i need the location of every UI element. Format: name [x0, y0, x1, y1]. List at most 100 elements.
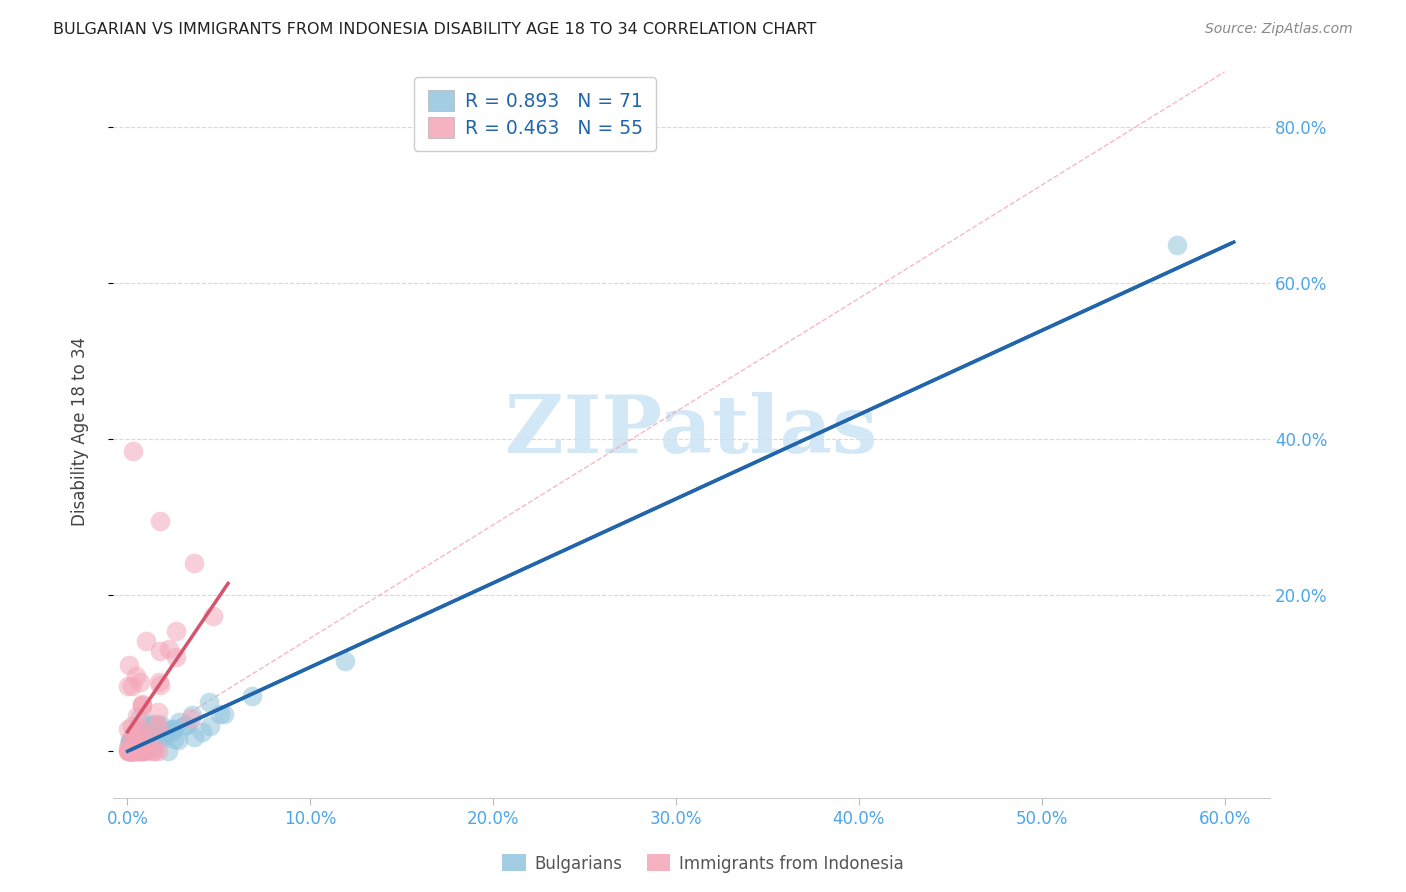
Point [142, 741, 165, 756]
Point [134, 731, 156, 745]
Point [128, 720, 150, 734]
Point [135, 744, 157, 758]
Point [117, 722, 139, 736]
Point [127, 743, 149, 757]
Point [162, 732, 184, 747]
Point [167, 714, 190, 729]
Point [121, 744, 143, 758]
Point [190, 725, 212, 739]
Point [159, 725, 181, 739]
Text: ZIPatlas: ZIPatlas [506, 392, 877, 470]
Point [121, 744, 143, 758]
Point [127, 744, 149, 758]
Point [128, 731, 150, 746]
Point [121, 744, 143, 758]
Point [240, 689, 263, 703]
Point [125, 669, 148, 683]
Point [149, 514, 172, 528]
Point [131, 723, 153, 737]
Point [131, 697, 153, 711]
Point [142, 716, 165, 731]
Point [162, 722, 184, 736]
Point [157, 726, 180, 740]
Point [131, 698, 153, 713]
Point [125, 735, 148, 749]
Point [129, 711, 152, 725]
Point [118, 733, 141, 747]
Point [142, 735, 165, 749]
Point [143, 744, 166, 758]
Text: Source: ZipAtlas.com: Source: ZipAtlas.com [1205, 22, 1353, 37]
Point [129, 729, 152, 743]
Text: BULGARIAN VS IMMIGRANTS FROM INDONESIA DISABILITY AGE 18 TO 34 CORRELATION CHART: BULGARIAN VS IMMIGRANTS FROM INDONESIA D… [53, 22, 817, 37]
Point [117, 744, 139, 758]
Point [127, 733, 149, 747]
Point [333, 654, 356, 668]
Point [117, 744, 139, 758]
Point [132, 741, 155, 756]
Point [136, 733, 159, 747]
Point [121, 719, 143, 733]
Point [135, 634, 157, 648]
Point [121, 741, 143, 756]
Point [131, 734, 153, 748]
Point [166, 732, 188, 747]
Point [128, 742, 150, 756]
Point [120, 734, 142, 748]
Point [117, 741, 139, 756]
Point [139, 719, 162, 733]
Point [120, 744, 142, 758]
Point [121, 679, 143, 693]
Point [183, 556, 205, 570]
Point [135, 717, 157, 731]
Point [176, 717, 198, 731]
Point [155, 724, 177, 739]
Point [201, 609, 224, 624]
Point [118, 738, 141, 752]
Point [131, 744, 153, 758]
Point [149, 644, 172, 658]
Point [128, 723, 150, 737]
Point [121, 744, 143, 758]
Point [128, 675, 150, 690]
Point [122, 744, 145, 758]
Legend: Bulgarians, Immigrants from Indonesia: Bulgarians, Immigrants from Indonesia [496, 847, 910, 880]
Point [136, 733, 159, 747]
Point [1166, 238, 1188, 252]
Point [145, 731, 167, 745]
Point [118, 744, 141, 758]
Legend: R = 0.893   N = 71, R = 0.463   N = 55: R = 0.893 N = 71, R = 0.463 N = 55 [415, 77, 657, 151]
Point [121, 744, 143, 758]
Point [149, 678, 172, 692]
Point [183, 731, 205, 745]
Y-axis label: Disability Age 18 to 34: Disability Age 18 to 34 [72, 336, 89, 525]
Point [146, 706, 169, 720]
Point [128, 739, 150, 754]
Point [156, 723, 179, 738]
Point [120, 744, 142, 758]
Point [120, 732, 142, 747]
Point [118, 657, 141, 672]
Point [122, 726, 145, 740]
Point [122, 731, 145, 745]
Point [129, 744, 152, 758]
Point [131, 698, 153, 712]
Point [118, 734, 141, 748]
Point [131, 738, 153, 752]
Point [214, 707, 236, 722]
Point [135, 731, 157, 745]
Point [118, 744, 141, 758]
Point [135, 742, 157, 756]
Point [180, 708, 202, 723]
Point [118, 743, 141, 757]
Point [129, 744, 152, 758]
Point [165, 650, 187, 665]
Point [146, 720, 169, 734]
Point [117, 679, 139, 693]
Point [135, 743, 157, 757]
Point [198, 695, 221, 709]
Point [148, 675, 170, 690]
Point [208, 706, 231, 721]
Point [127, 740, 149, 755]
Point [165, 624, 187, 639]
